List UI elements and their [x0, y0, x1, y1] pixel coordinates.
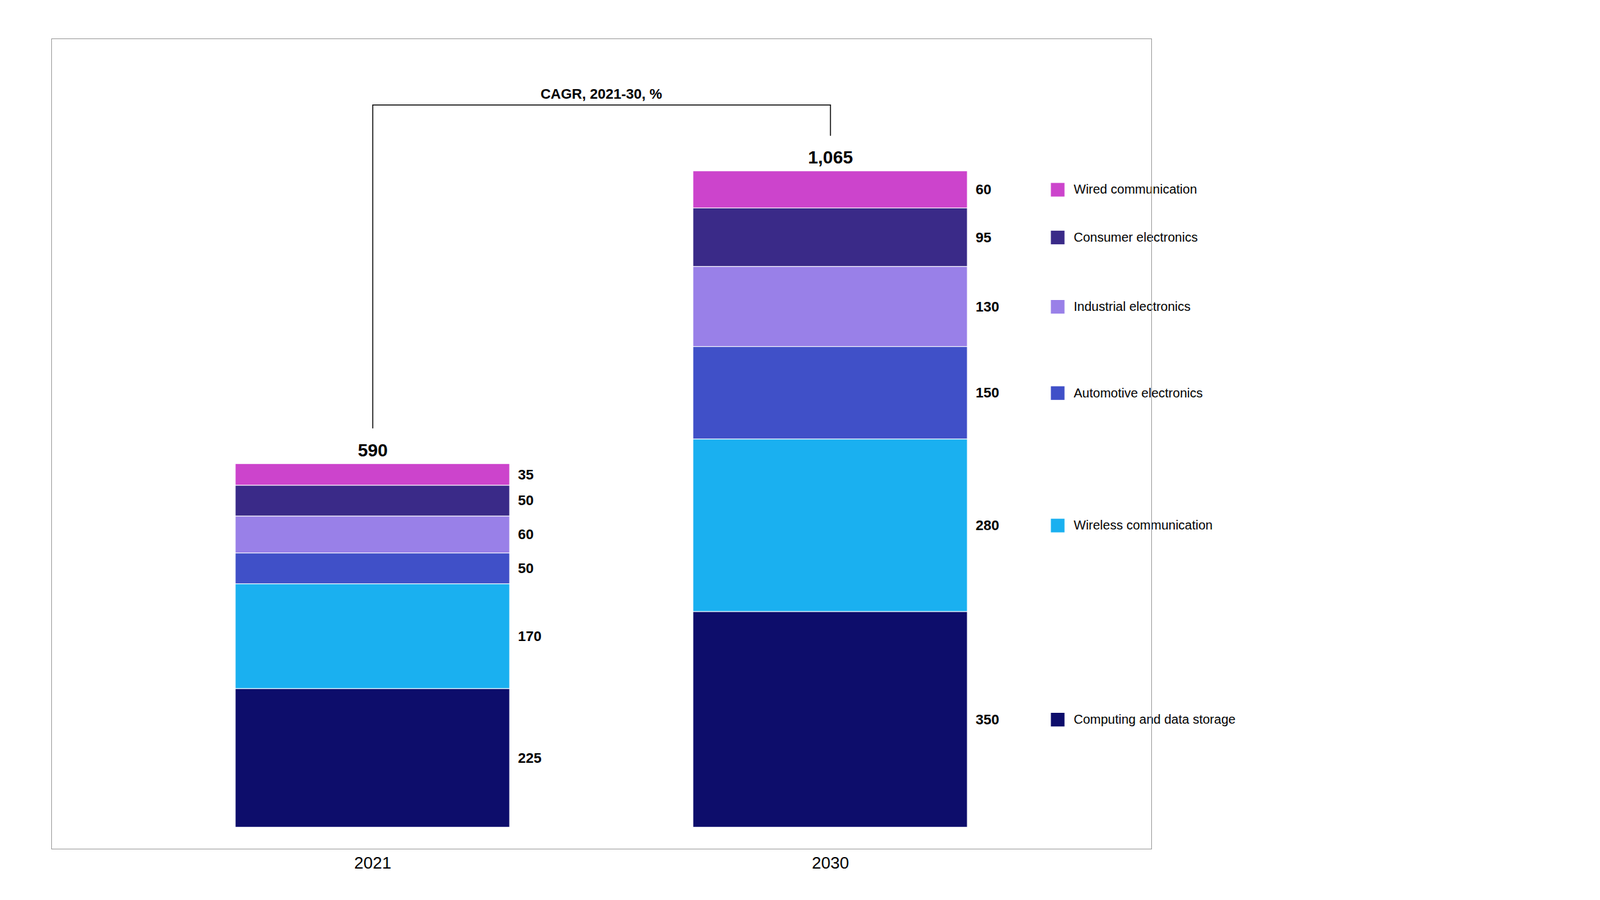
- svg-text:50: 50: [517, 560, 534, 577]
- svg-text:1,065: 1,065: [807, 147, 853, 168]
- svg-text:95: 95: [975, 229, 992, 246]
- svg-text:350: 350: [975, 711, 1000, 728]
- svg-text:Wired communication: Wired communication: [1073, 182, 1197, 197]
- svg-text:170: 170: [517, 628, 542, 645]
- svg-text:2021: 2021: [354, 853, 392, 873]
- svg-text:CAGR, 2021-30, %: CAGR, 2021-30, %: [540, 85, 663, 102]
- svg-text:225: 225: [517, 750, 542, 767]
- svg-text:280: 280: [975, 517, 1000, 534]
- svg-text:60: 60: [975, 181, 992, 198]
- svg-text:Industrial electronics: Industrial electronics: [1073, 299, 1191, 314]
- svg-text:150: 150: [975, 384, 1000, 401]
- svg-text:50: 50: [517, 492, 534, 509]
- svg-text:60: 60: [517, 526, 534, 543]
- svg-text:130: 130: [975, 298, 1000, 315]
- svg-text:35: 35: [517, 466, 534, 483]
- svg-text:2030: 2030: [812, 853, 850, 873]
- svg-text:Consumer electronics: Consumer electronics: [1073, 230, 1198, 245]
- svg-text:Wireless communication: Wireless communication: [1073, 517, 1213, 533]
- svg-text:Automotive electronics: Automotive electronics: [1073, 385, 1203, 400]
- svg-text:Computing and data storage: Computing and data storage: [1073, 712, 1236, 727]
- svg-text:590: 590: [357, 440, 388, 461]
